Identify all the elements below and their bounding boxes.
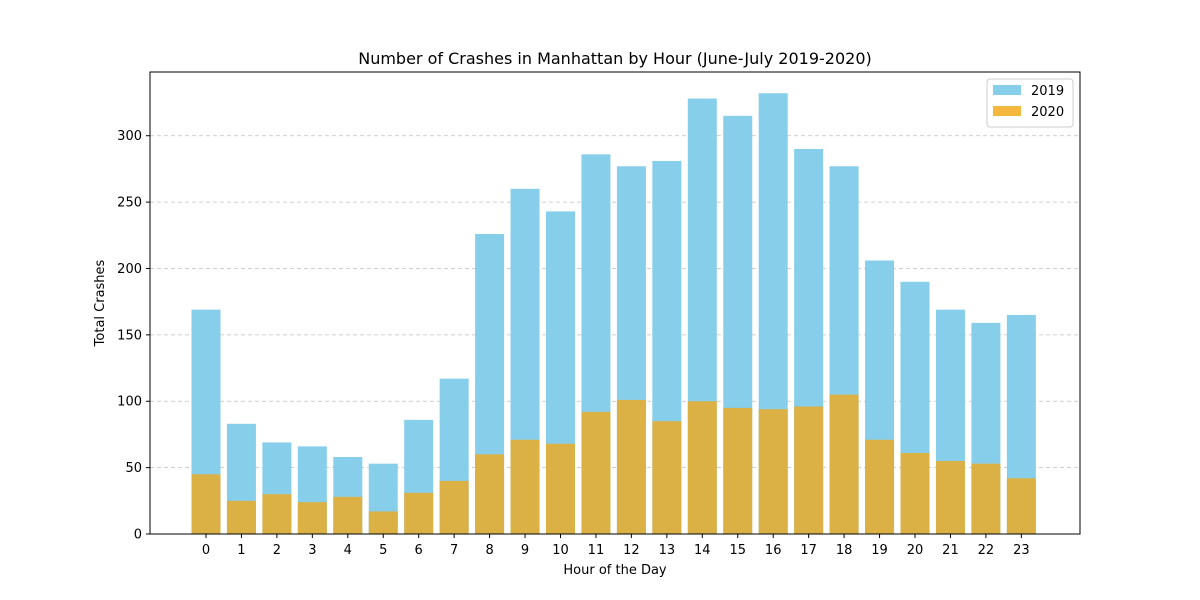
bar-2020-hour-19 (865, 439, 895, 534)
bar-2020-hour-2 (262, 494, 292, 534)
y-axis-label: Total Crashes (93, 259, 108, 347)
x-tick-label-3: 3 (308, 543, 316, 558)
bar-2020-hour-17 (794, 406, 824, 534)
x-tick-label-15: 15 (729, 543, 746, 558)
bar-2020-hour-16 (758, 409, 788, 534)
x-tick-label-2: 2 (273, 543, 281, 558)
y-tick-label-0: 0 (134, 528, 142, 543)
bar-2020-hour-13 (652, 421, 682, 534)
bar-2020-hour-0 (191, 474, 221, 534)
x-tick-label-8: 8 (485, 543, 493, 558)
x-tick-label-12: 12 (623, 543, 640, 558)
legend-swatch-2020 (993, 106, 1021, 116)
legend: 2019 2020 (986, 78, 1074, 128)
x-tick-label-18: 18 (836, 543, 853, 558)
bar-2020-hour-18 (829, 394, 859, 534)
bar-2020-hour-7 (439, 480, 469, 534)
y-tick-label-50: 50 (125, 461, 142, 476)
x-tick-label-7: 7 (450, 543, 458, 558)
bar-2020-hour-15 (723, 407, 753, 534)
y-tick-label-300: 300 (117, 129, 142, 144)
legend-label-2020: 2020 (1031, 105, 1064, 120)
bar-2020-hour-23 (1006, 478, 1036, 534)
x-tick-label-23: 23 (1013, 543, 1030, 558)
y-tick-label-150: 150 (117, 328, 142, 343)
bar-2020-hour-10 (546, 443, 575, 534)
bar-2020-hour-8 (475, 454, 505, 534)
x-tick-label-22: 22 (978, 543, 995, 558)
y-axis-ticks: 0 50 100 150 200 250 300 (117, 129, 150, 543)
bar-2020-hour-21 (935, 460, 965, 534)
bar-2020-hour-3 (297, 502, 327, 534)
x-tick-label-13: 13 (659, 543, 676, 558)
bar-2020-hour-4 (333, 496, 363, 534)
x-tick-label-0: 0 (202, 543, 210, 558)
x-tick-label-10: 10 (552, 543, 569, 558)
x-tick-label-17: 17 (800, 543, 817, 558)
bar-2020-hour-14 (687, 401, 717, 534)
x-axis-label: Hour of the Day (563, 563, 667, 578)
x-tick-label-1: 1 (237, 543, 245, 558)
bar-2020-hour-5 (368, 511, 398, 534)
legend-label-2019: 2019 (1031, 84, 1064, 99)
bar-2020-hour-12 (616, 399, 646, 534)
y-tick-label-200: 200 (117, 262, 142, 277)
x-tick-label-6: 6 (415, 543, 423, 558)
x-tick-label-16: 16 (765, 543, 782, 558)
bar-2020-hour-22 (971, 463, 1001, 534)
x-tick-label-21: 21 (942, 543, 959, 558)
plot-frame (149, 71, 1081, 535)
chart-title: Number of Crashes in Manhattan by Hour (… (358, 49, 872, 68)
y-tick-label-250: 250 (117, 196, 142, 211)
bar-2020-hour-1 (226, 500, 256, 534)
bar-2020-hour-11 (581, 411, 611, 534)
y-tick-label-100: 100 (117, 395, 142, 410)
bars (191, 93, 1036, 535)
x-tick-label-4: 4 (344, 543, 352, 558)
bar-2020-hour-9 (510, 439, 540, 534)
x-tick-label-14: 14 (694, 543, 711, 558)
x-axis-ticks: 0 1 2 3 4 5 6 7 8 9 10 11 12 13 14 15 16 17 18 19 20 21 22 23 (202, 534, 1030, 558)
x-tick-label-9: 9 (521, 543, 529, 558)
x-tick-label-11: 11 (588, 543, 605, 558)
bar-2020-hour-20 (900, 453, 930, 534)
x-tick-label-5: 5 (379, 543, 387, 558)
x-tick-label-20: 20 (907, 543, 924, 558)
x-tick-label-19: 19 (871, 543, 888, 558)
bar-2020-hour-6 (404, 492, 434, 534)
legend-swatch-2019 (993, 85, 1021, 95)
